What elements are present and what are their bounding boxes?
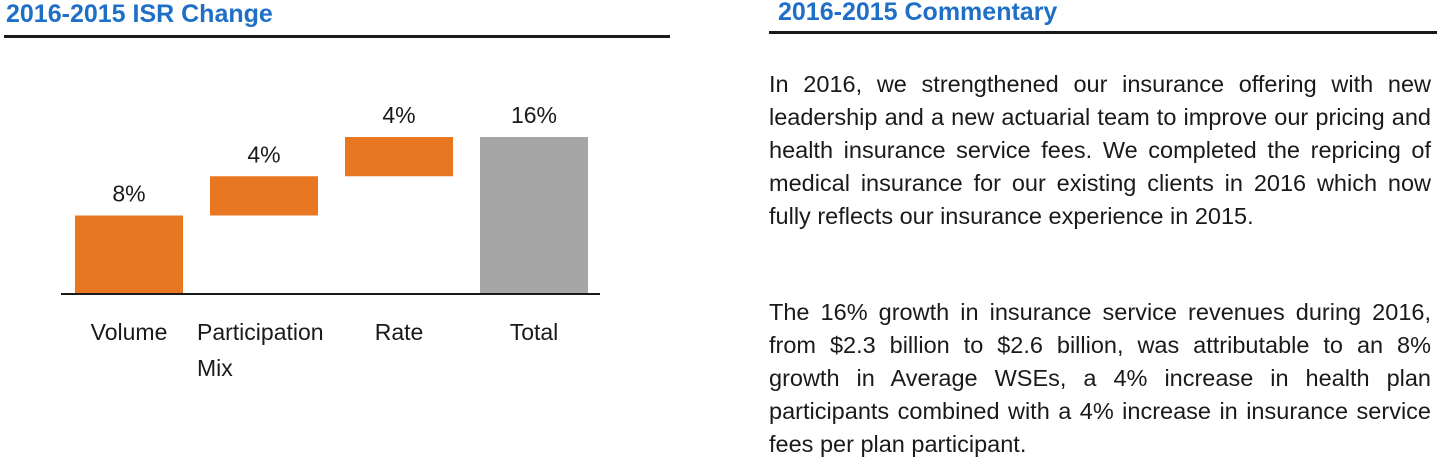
data-label-total: 16% — [511, 102, 557, 128]
data-label-rate: 4% — [382, 102, 415, 128]
data-label-participation-mix: 4% — [247, 141, 280, 167]
category-label-participation-mix: Participation Mix — [197, 319, 324, 381]
category-label-volume: Volume — [91, 319, 168, 345]
commentary-paragraph-2: The 16% growth in insurance service reve… — [769, 299, 1431, 457]
commentary-panel-rule — [769, 31, 1437, 34]
commentary-paragraph-1: In 2016, we strengthened our insurance o… — [769, 71, 1431, 229]
bar-participation-mix — [210, 176, 318, 216]
category-label-rate: Rate — [375, 319, 424, 345]
data-label-volume: 8% — [112, 181, 145, 207]
commentary-panel-title: 2016-2015 Commentary — [778, 0, 1058, 26]
chart-panel-title: 2016-2015 ISR Change — [6, 0, 273, 28]
category-label-total: Total — [510, 319, 559, 345]
waterfall-chart: 8% Volume 4% Participation Mix 4% Rate 16% Total — [61, 102, 600, 381]
bar-total — [480, 137, 588, 294]
bar-rate — [345, 137, 453, 177]
bar-volume — [75, 215, 183, 294]
chart-panel-rule — [4, 35, 670, 38]
